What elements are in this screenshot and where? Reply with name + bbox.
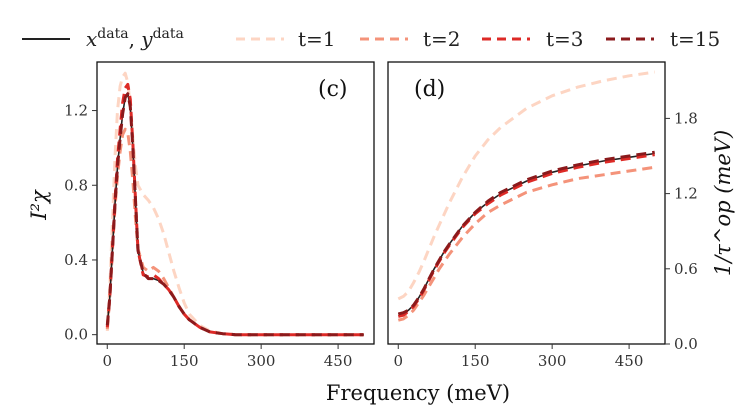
panel-d-series	[397, 70, 655, 322]
panel-d-xticks: 0 150 300 450	[393, 344, 643, 370]
panel-c-frame	[96, 61, 375, 345]
panel-c-ytick-label: 1.2	[64, 102, 88, 120]
panel-d-ylabel: 1/τ^op (meV)	[711, 130, 735, 276]
panel-d-label: (d)	[414, 77, 445, 102]
panel-d-ytick-label: 0.0	[674, 335, 698, 353]
panel-c-series-t-15	[105, 92, 364, 337]
legend-label-t15: t=15	[670, 27, 720, 51]
panel-c-yticks: 0.0 0.4 0.8 1.2	[64, 102, 97, 344]
panel-c-ytick-label: 0.8	[64, 176, 88, 194]
legend-label-t3: t=3	[546, 27, 584, 51]
panel-d-series-x-data-y-data	[398, 152, 655, 315]
panel-c-xtick-label: 0	[102, 352, 112, 370]
panel-c-series-t-1	[105, 71, 364, 337]
panel-d: 0 150 300 450 0.0 0.6 1.2 1.8 (d) 1/τ^op (meV)	[387, 61, 735, 370]
legend-label-t2: t=2	[423, 27, 461, 51]
panel-c-ytick-label: 0.4	[64, 251, 88, 269]
panel-c-ylabel: I²χ	[27, 189, 51, 221]
panel-d-series-t-15	[397, 150, 655, 316]
panel-c-xtick-label: 150	[170, 352, 199, 370]
panel-c-series-t-3	[105, 82, 364, 337]
panel-d-yticks: 0.0 0.6 1.2 1.8	[665, 109, 698, 353]
panel-c-series-t-2	[105, 127, 364, 337]
panel-d-xtick-label: 450	[615, 352, 644, 370]
panel-c-series	[105, 71, 364, 337]
panel-d-series-t-3	[397, 153, 655, 318]
panel-d-frame	[387, 61, 666, 345]
panel-c: 0 150 300 450 0.0 0.4 0.8 1.2 (c) I²χ	[27, 61, 375, 370]
legend-label-t1: t=1	[298, 27, 336, 51]
panel-d-ytick-label: 1.2	[674, 185, 698, 203]
panel-c-label: (c)	[318, 77, 348, 102]
panel-d-ytick-label: 0.6	[674, 260, 698, 278]
panel-c-ytick-label: 0.0	[64, 326, 88, 344]
panel-d-xtick-label: 300	[538, 352, 567, 370]
panel-c-xticks: 0 150 300 450	[102, 344, 352, 370]
panel-d-xtick-label: 150	[461, 352, 490, 370]
panel-d-ytick-label: 1.8	[674, 109, 698, 127]
panel-c-series-x-data-y-data	[106, 92, 364, 336]
panel-d-series-t-2	[397, 165, 655, 322]
panel-c-xtick-label: 300	[247, 352, 276, 370]
panel-d-xtick-label: 0	[393, 352, 403, 370]
panel-d-series-t-1	[397, 70, 655, 301]
legend: xdata, ydata t=1 t=2 t=3 t=15	[22, 26, 720, 51]
shared-xlabel: Frequency (meV)	[326, 381, 510, 405]
legend-label-data: xdata, ydata	[86, 26, 184, 51]
panel-c-xtick-label: 450	[324, 352, 353, 370]
